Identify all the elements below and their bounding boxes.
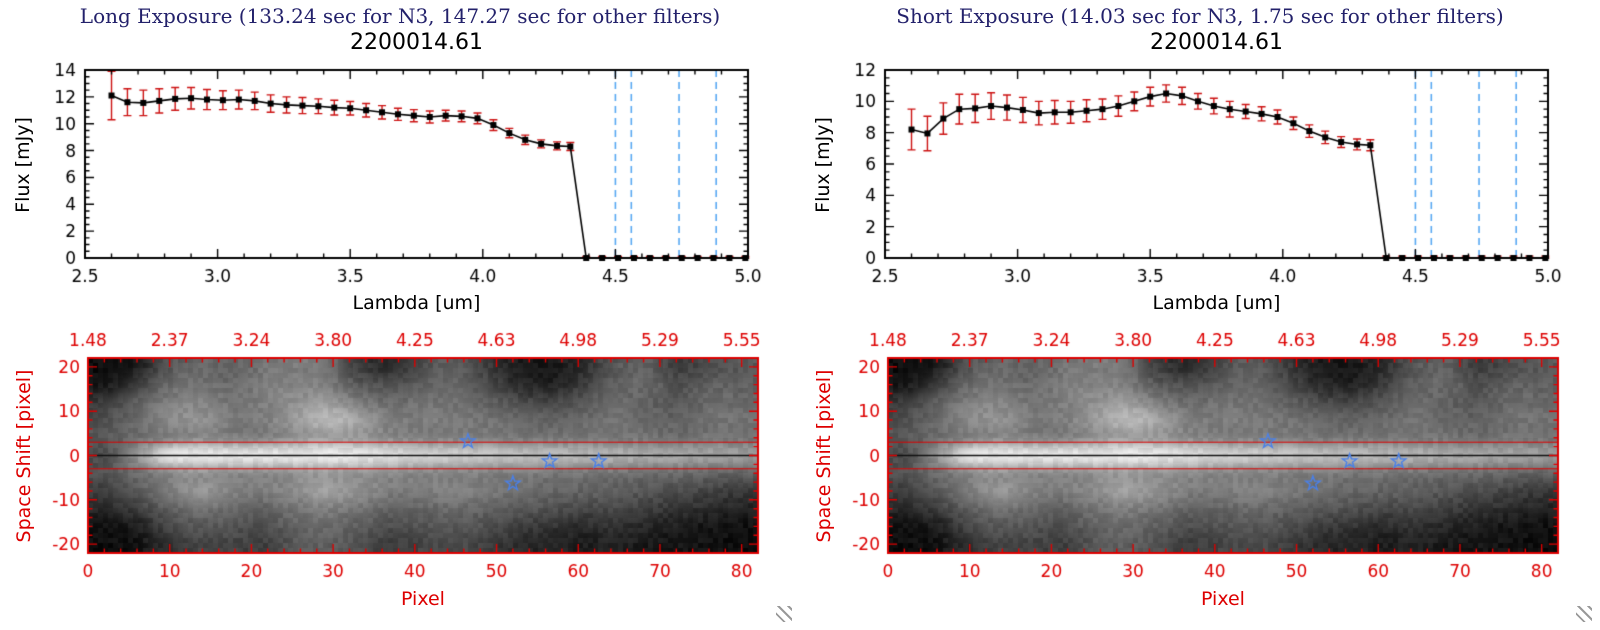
short-exposure-title: Short Exposure (14.03 sec for N3, 1.75 s… <box>896 4 1504 28</box>
long-exposure-panel: Long Exposure (133.24 sec for N3, 147.27… <box>0 4 800 622</box>
short-exposure-panel: Short Exposure (14.03 sec for N3, 1.75 s… <box>800 0 1600 630</box>
long-exposure-title: Long Exposure (133.24 sec for N3, 147.27… <box>79 4 721 28</box>
pixel-axis-label-long: Pixel <box>401 588 445 610</box>
pixel-axis-label-short: Pixel <box>1201 588 1245 610</box>
spectrum-plot-long <box>0 56 800 308</box>
window-resize-grip[interactable] <box>776 606 792 622</box>
spectrum-plot-short <box>800 56 1600 308</box>
object-id-title-short: 2200014.61 <box>1150 30 1283 55</box>
spatial-image-short <box>800 318 1600 610</box>
lambda-axis-label-long: Lambda [um] <box>352 292 481 314</box>
object-id-title-long: 2200014.61 <box>350 30 483 55</box>
spatial-image-long <box>0 318 800 610</box>
lambda-axis-label-short: Lambda [um] <box>1152 292 1281 314</box>
window-resize-grip[interactable] <box>1576 606 1592 622</box>
